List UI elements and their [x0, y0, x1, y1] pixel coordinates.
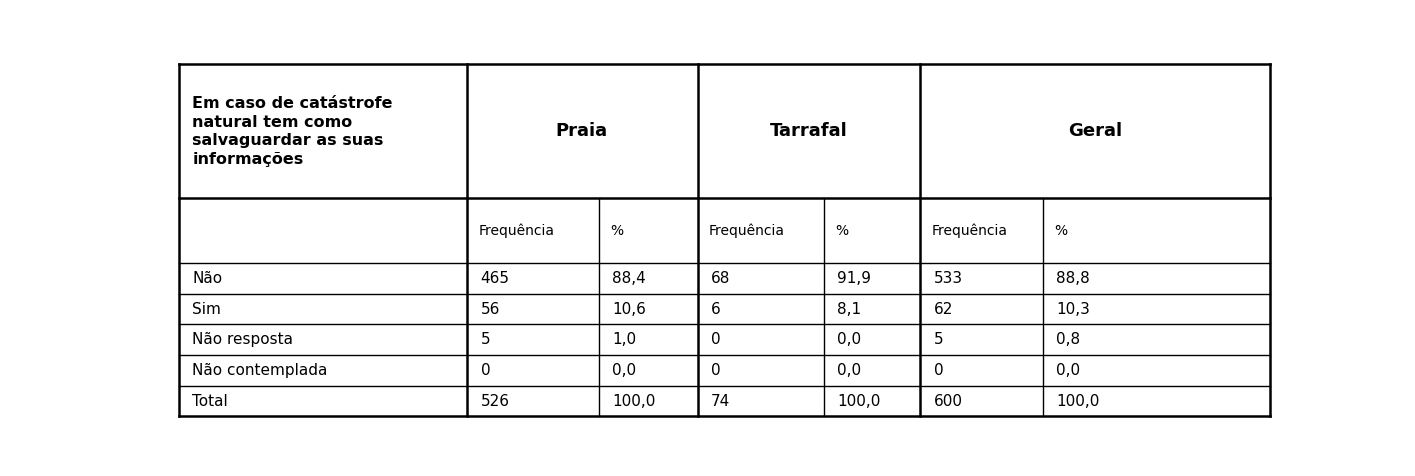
- Text: 91,9: 91,9: [838, 271, 872, 286]
- Text: 68: 68: [710, 271, 730, 286]
- Text: Frequência: Frequência: [478, 223, 555, 238]
- Text: 0,0: 0,0: [1057, 363, 1081, 378]
- Text: 533: 533: [934, 271, 962, 286]
- Text: Tarrafal: Tarrafal: [770, 122, 848, 140]
- Text: Não contemplada: Não contemplada: [192, 363, 328, 378]
- Text: Frequência: Frequência: [709, 223, 785, 238]
- Text: 0,0: 0,0: [613, 363, 637, 378]
- Text: Não: Não: [192, 271, 222, 286]
- Text: Não resposta: Não resposta: [192, 332, 293, 347]
- Text: 0: 0: [710, 332, 720, 347]
- Text: %: %: [610, 224, 623, 238]
- Text: 74: 74: [710, 394, 730, 408]
- Text: 5: 5: [481, 332, 490, 347]
- Text: 526: 526: [481, 394, 509, 408]
- Text: %: %: [1054, 224, 1067, 238]
- Text: 100,0: 100,0: [613, 394, 655, 408]
- Text: Geral: Geral: [1068, 122, 1122, 140]
- Text: 88,8: 88,8: [1057, 271, 1090, 286]
- Text: 0,0: 0,0: [838, 332, 862, 347]
- Text: 1,0: 1,0: [613, 332, 637, 347]
- Text: Total: Total: [192, 394, 228, 408]
- Text: 600: 600: [934, 394, 962, 408]
- Text: 0,8: 0,8: [1057, 332, 1081, 347]
- Text: Sim: Sim: [192, 302, 221, 317]
- Text: 56: 56: [481, 302, 499, 317]
- Text: %: %: [835, 224, 848, 238]
- Text: 62: 62: [934, 302, 952, 317]
- Text: 0: 0: [934, 363, 944, 378]
- Text: 0: 0: [481, 363, 490, 378]
- Text: 0,0: 0,0: [838, 363, 862, 378]
- Text: 0: 0: [710, 363, 720, 378]
- Text: 465: 465: [481, 271, 509, 286]
- Text: Praia: Praia: [556, 122, 607, 140]
- Text: 88,4: 88,4: [613, 271, 647, 286]
- Text: 6: 6: [710, 302, 720, 317]
- Text: 5: 5: [934, 332, 944, 347]
- Text: 10,6: 10,6: [613, 302, 647, 317]
- Text: Frequência: Frequência: [931, 223, 1007, 238]
- Text: 8,1: 8,1: [838, 302, 862, 317]
- Text: Em caso de catástrofe
natural tem como
salvaguardar as suas
informações: Em caso de catástrofe natural tem como s…: [192, 96, 393, 167]
- Text: 10,3: 10,3: [1057, 302, 1090, 317]
- Text: 100,0: 100,0: [1057, 394, 1099, 408]
- Text: 100,0: 100,0: [838, 394, 880, 408]
